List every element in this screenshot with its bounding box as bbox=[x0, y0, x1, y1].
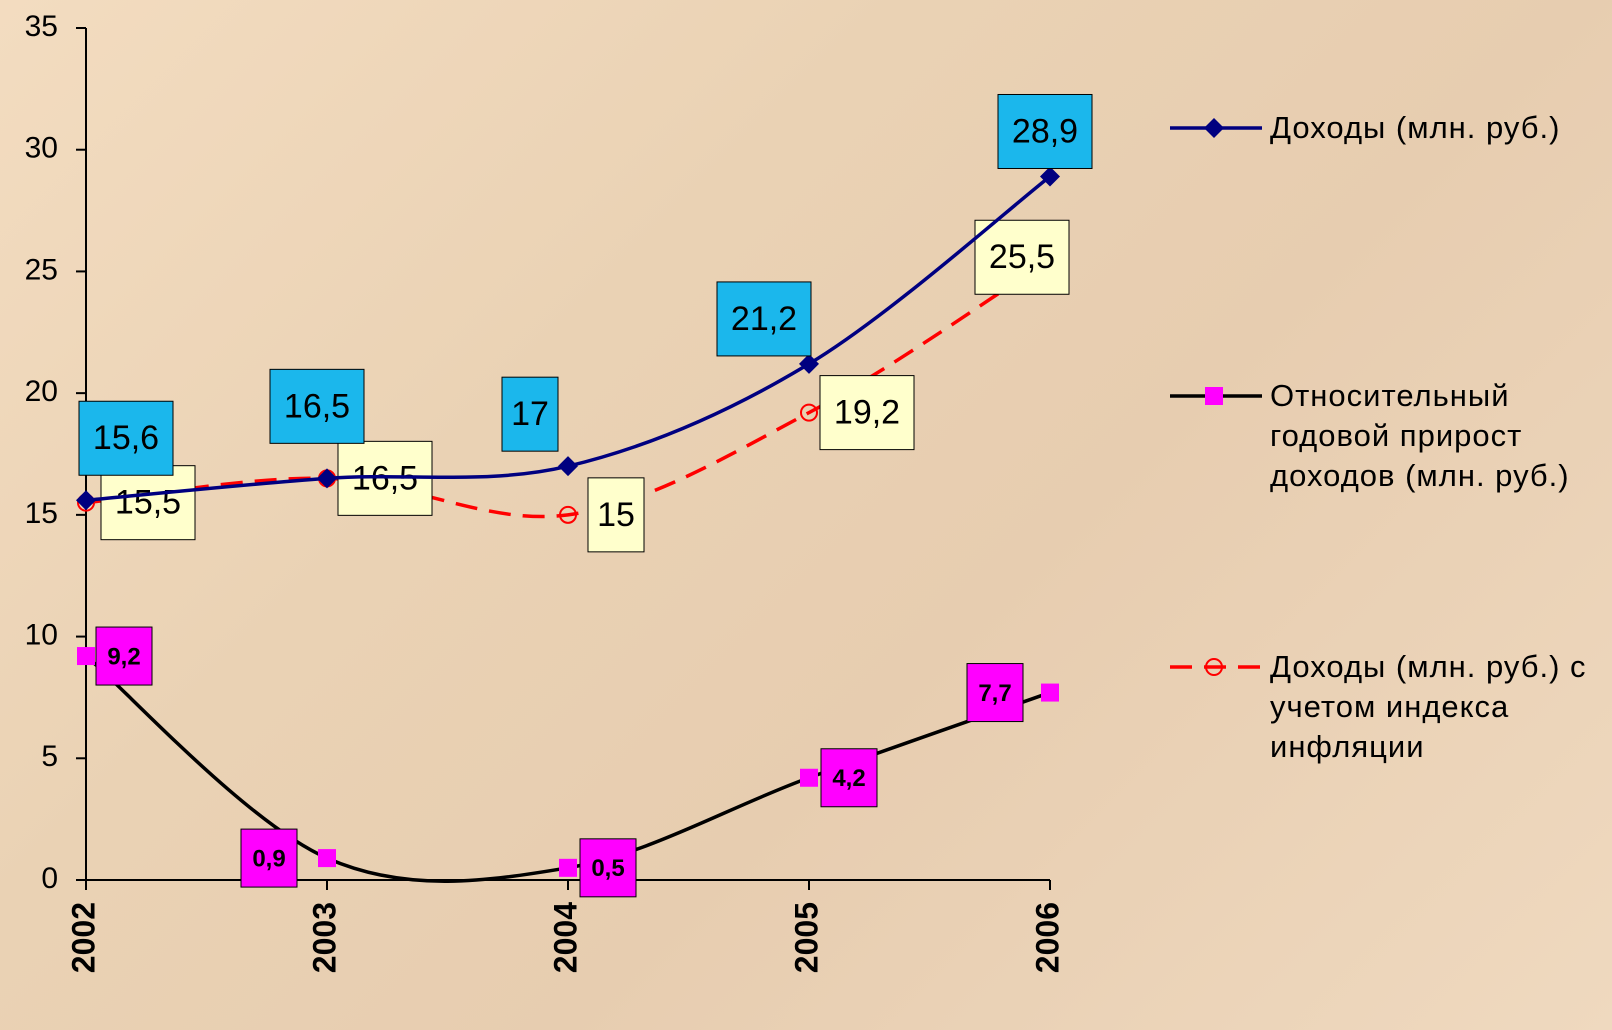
data-label: 0,5 bbox=[591, 855, 624, 882]
data-label-box bbox=[820, 748, 878, 808]
y-tick-label: 35 bbox=[25, 10, 58, 43]
data-label: 16,5 bbox=[284, 387, 350, 425]
series-line bbox=[85, 257, 1051, 519]
data-point bbox=[317, 468, 337, 489]
legend-marker bbox=[1205, 387, 1223, 405]
data-label: 19,2 bbox=[834, 394, 900, 432]
x-tick-label: 2004 bbox=[547, 902, 583, 973]
x-tick-label: 2003 bbox=[306, 902, 342, 973]
data-point bbox=[559, 505, 577, 524]
data-point bbox=[76, 490, 96, 511]
x-tick-label: 2006 bbox=[1029, 902, 1065, 973]
data-label-box bbox=[966, 663, 1024, 723]
data-point bbox=[800, 403, 818, 422]
y-tick-label: 10 bbox=[25, 618, 58, 651]
data-label: 7,7 bbox=[978, 680, 1011, 707]
y-tick-label: 30 bbox=[25, 132, 58, 165]
data-point bbox=[558, 456, 578, 477]
data-point bbox=[799, 353, 819, 374]
data-label: 9,2 bbox=[107, 643, 140, 670]
data-label-box bbox=[501, 376, 559, 452]
data-label-box bbox=[587, 477, 645, 553]
data-point bbox=[318, 849, 336, 868]
data-label: 0,9 bbox=[252, 845, 285, 872]
y-tick-label: 5 bbox=[41, 740, 58, 773]
y-tick-label: 20 bbox=[25, 375, 58, 408]
data-label-box bbox=[997, 93, 1093, 169]
data-point bbox=[800, 768, 818, 787]
legend-label: Доходы (млн. руб.) с учетом индекса инфл… bbox=[1270, 649, 1587, 764]
data-label: 15 bbox=[597, 496, 635, 534]
y-tick-label: 0 bbox=[41, 862, 58, 895]
data-label: 17 bbox=[511, 395, 549, 433]
data-label: 4,2 bbox=[832, 765, 865, 792]
legend-marker bbox=[1205, 658, 1223, 676]
data-label: 15,6 bbox=[93, 419, 159, 457]
data-label: 15,5 bbox=[115, 484, 181, 522]
data-label-box bbox=[240, 828, 298, 888]
data-point bbox=[1041, 683, 1059, 702]
legend-label: Относительный годовой прирост доходов (м… bbox=[1270, 378, 1570, 493]
series-line bbox=[84, 654, 1051, 883]
data-label-box bbox=[974, 219, 1070, 295]
y-tick-label: 25 bbox=[25, 253, 58, 286]
data-label-box bbox=[819, 375, 915, 451]
data-label-box bbox=[78, 400, 174, 476]
x-tick-label: 2005 bbox=[788, 902, 824, 973]
series-line bbox=[85, 175, 1052, 502]
y-tick-label: 15 bbox=[25, 497, 58, 530]
x-tick-label: 2002 bbox=[65, 902, 101, 973]
data-point bbox=[1040, 166, 1060, 187]
data-label-box bbox=[269, 368, 365, 444]
data-point bbox=[559, 858, 577, 877]
data-label: 25,5 bbox=[989, 238, 1055, 276]
legend-label: Доходы (млн. руб.) bbox=[1270, 110, 1561, 145]
data-point bbox=[77, 647, 95, 666]
data-label-box bbox=[716, 281, 812, 357]
data-label-box bbox=[100, 465, 196, 541]
data-label: 28,9 bbox=[1012, 112, 1078, 150]
data-label-box bbox=[95, 626, 153, 686]
data-label: 21,2 bbox=[731, 300, 797, 338]
legend-marker bbox=[1204, 118, 1224, 138]
data-label-box bbox=[579, 838, 637, 898]
